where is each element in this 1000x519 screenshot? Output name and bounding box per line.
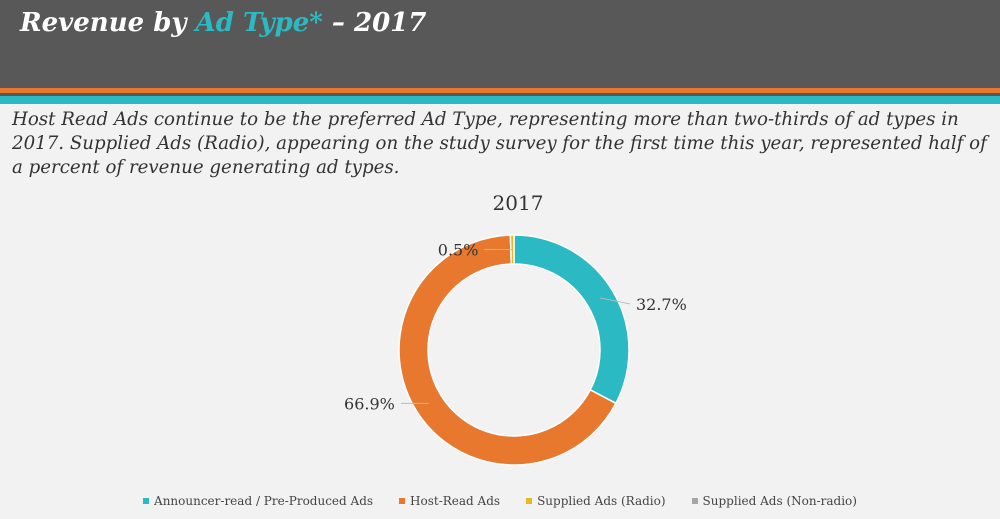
- data-label-2: 0.5%: [438, 241, 479, 260]
- legend-swatch: [691, 498, 698, 504]
- description-text: Host Read Ads continue to be the preferr…: [12, 109, 987, 178]
- donut-slice-1: [398, 234, 617, 466]
- accent-stripe-teal: [0, 96, 1000, 104]
- legend-item-2: Supplied Ads (Radio): [526, 494, 666, 508]
- header-bar: Revenue by Ad Type* – 2017: [0, 0, 1000, 88]
- legend-item-0: Announcer-read / Pre-Produced Ads: [143, 494, 373, 508]
- legend-swatch: [526, 498, 533, 504]
- chart-title: 2017: [493, 191, 544, 215]
- accent-stripe-gray: [0, 93, 1000, 96]
- donut-chart: 2017 32.7% 66.9% 0.5%: [344, 191, 687, 466]
- legend-label: Supplied Ads (Radio): [537, 494, 666, 508]
- accent-stripe-orange: [0, 88, 1000, 93]
- legend-swatch: [399, 498, 406, 504]
- leader-line-0: [599, 297, 631, 305]
- data-label-1: 66.9%: [344, 394, 395, 413]
- legend-label: Supplied Ads (Non-radio): [702, 494, 857, 508]
- donut-slice-0: [513, 234, 630, 405]
- legend-item-1: Host-Read Ads: [399, 494, 500, 508]
- legend-item-3: Supplied Ads (Non-radio): [691, 494, 857, 508]
- legend-label: Host-Read Ads: [410, 494, 501, 508]
- legend-swatch: [143, 498, 150, 504]
- legend-label: Announcer-read / Pre-Produced Ads: [154, 494, 374, 508]
- data-label-0: 32.7%: [636, 295, 687, 314]
- chart-legend: Announcer-read / Pre-Produced Ads Host-Re…: [0, 494, 1000, 508]
- page-title: Revenue by Ad Type* – 2017: [20, 8, 427, 38]
